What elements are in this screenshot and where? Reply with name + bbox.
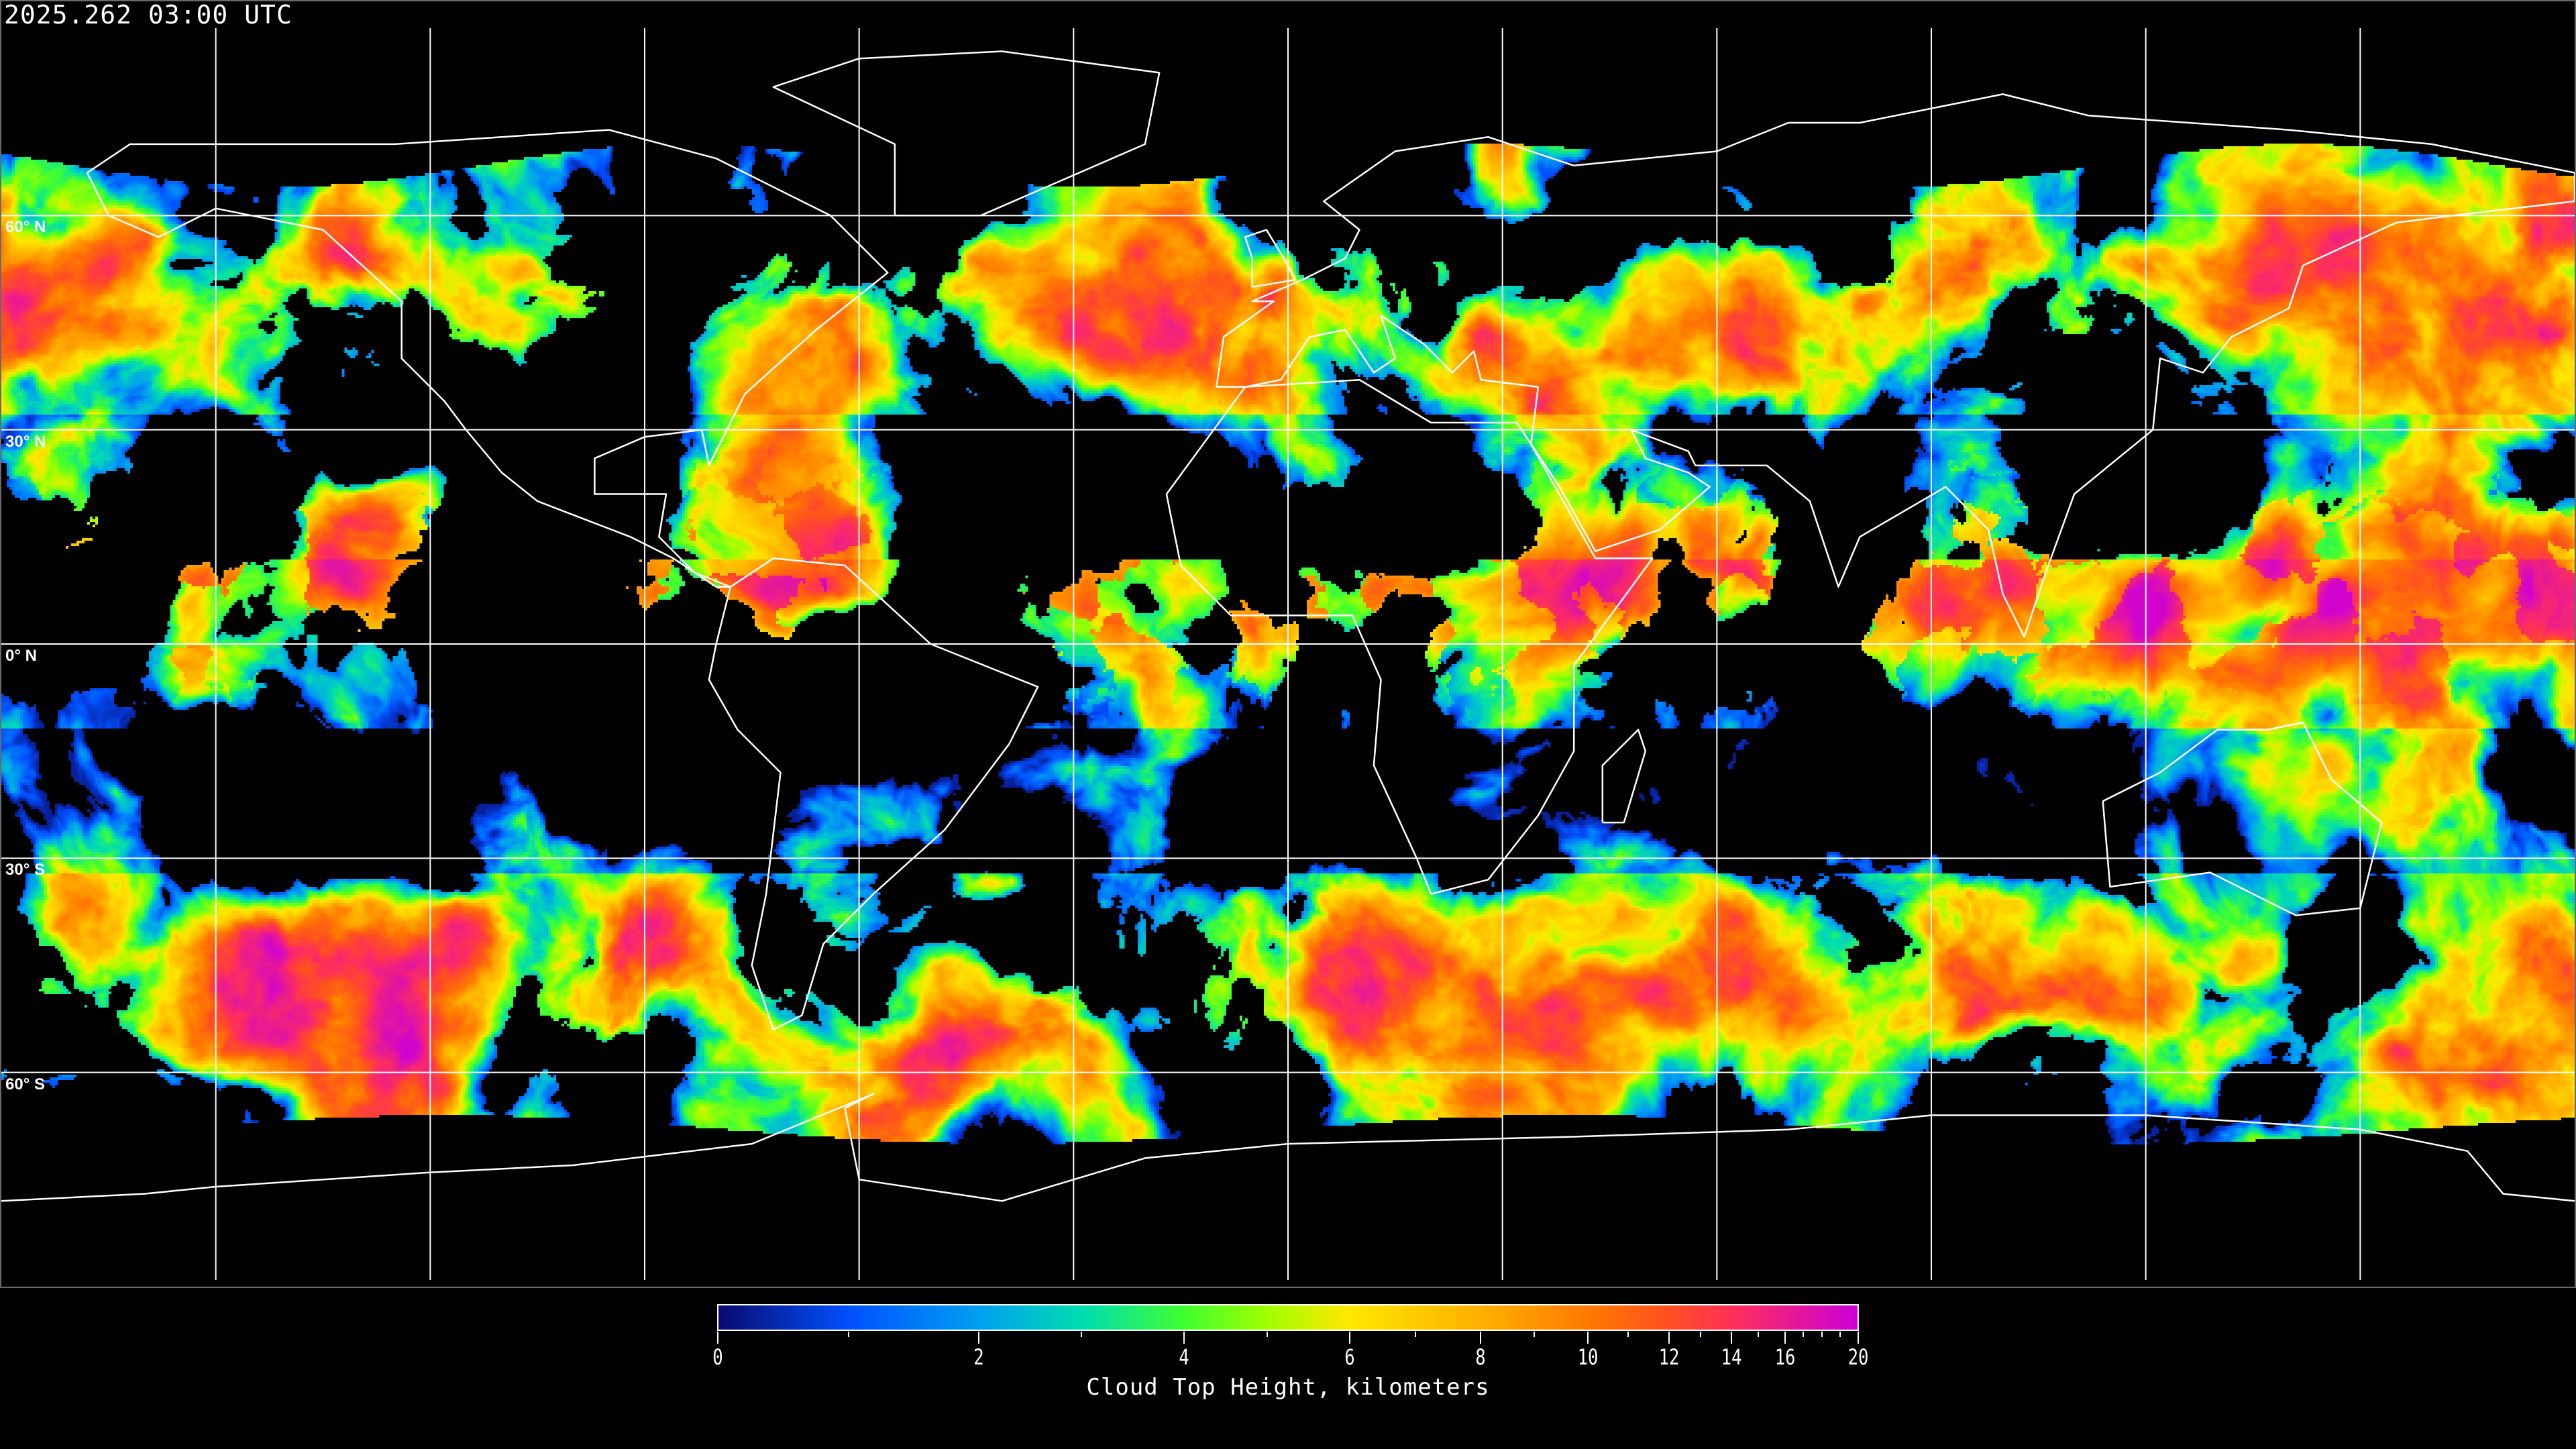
major-tick [1731, 1332, 1733, 1344]
tick-label: 6 [1344, 1344, 1355, 1370]
coastline-australia [2102, 721, 2383, 916]
cloud-top-height-map: 2025.262 03:00 UTC 60° N 30° N 0° N 30° S 60… [0, 0, 2576, 1288]
major-tick [717, 1332, 718, 1344]
tick-label: 0 [712, 1344, 723, 1370]
tick-label: 12 [1658, 1344, 1680, 1370]
coastline-madagascar [1601, 729, 1647, 824]
minor-tick [1699, 1332, 1701, 1337]
minor-tick [1266, 1332, 1268, 1337]
minor-tick [1081, 1332, 1083, 1337]
minor-tick [1758, 1332, 1760, 1337]
tick-label: 4 [1179, 1344, 1190, 1370]
tick-label: 16 [1774, 1344, 1796, 1370]
latitude-label: 0° N [5, 647, 37, 665]
map-overlay [1, 28, 2575, 1280]
latitude-label: 30° S [5, 861, 45, 879]
timestamp: 2025.262 03:00 UTC [4, 0, 292, 30]
minor-tick [1821, 1332, 1823, 1337]
coastline-africa [1165, 378, 1654, 895]
tick-label: 8 [1475, 1344, 1487, 1370]
coastline-south-america [708, 557, 1039, 1031]
colorbar [717, 1304, 1859, 1331]
tick-label: 10 [1577, 1344, 1599, 1370]
major-tick [1480, 1332, 1482, 1344]
minor-tick [1839, 1332, 1841, 1337]
major-tick [978, 1332, 980, 1344]
coastline-great-britain [1244, 229, 1296, 288]
tick-label: 14 [1721, 1344, 1742, 1370]
latitude-label: 30° N [5, 432, 46, 451]
latitude-label: 60° N [5, 218, 46, 237]
minor-tick [1414, 1332, 1416, 1337]
major-tick [1183, 1332, 1185, 1344]
coastline-north-america [86, 129, 889, 588]
major-tick [1668, 1332, 1670, 1344]
minor-tick [847, 1332, 849, 1337]
tick-label: 2 [973, 1344, 985, 1370]
minor-tick [1534, 1332, 1536, 1337]
tick-label: 20 [1847, 1344, 1869, 1370]
coastline-eurasia [1216, 93, 2575, 638]
minor-tick [1803, 1332, 1805, 1337]
latitude-label: 60° S [5, 1075, 45, 1093]
major-tick [1348, 1332, 1350, 1344]
major-tick [1858, 1332, 1859, 1344]
major-tick [1587, 1332, 1589, 1344]
major-tick [1784, 1332, 1786, 1344]
coastline-antarctica [1, 1093, 2575, 1202]
colorbar-title: Cloud Top Height, kilometers [1086, 1374, 1490, 1401]
coastline-greenland [772, 50, 1161, 217]
minor-tick [1627, 1332, 1629, 1337]
